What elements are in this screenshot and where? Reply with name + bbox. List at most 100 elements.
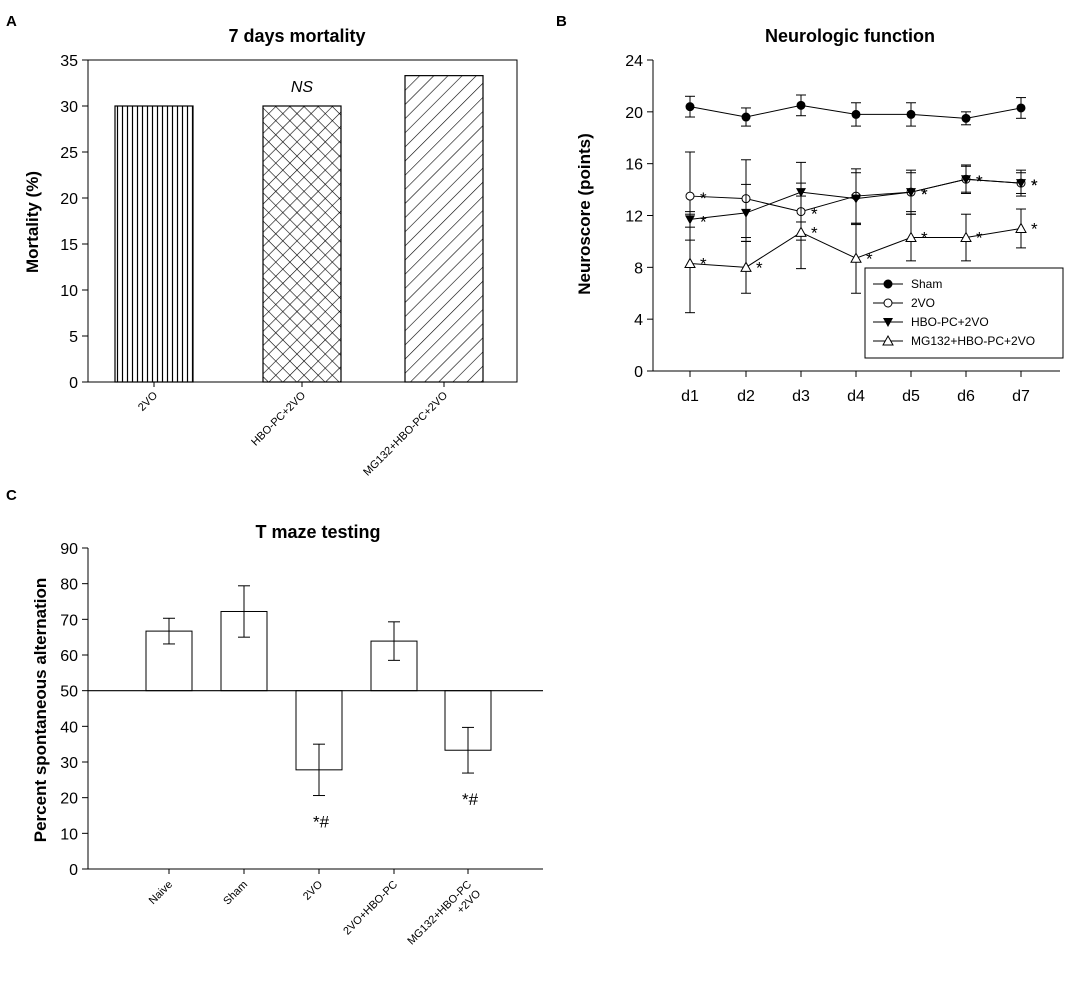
panel-b-y-tick-label: 8 xyxy=(634,260,643,277)
panel-c-y-tick-label: 20 xyxy=(60,791,78,808)
panel-b-legend: Sham 2VO HBO-PC+2VO MG132+HBO-PC+2VO xyxy=(864,267,1064,359)
panel-b-series-hbo-pc-2vo-point xyxy=(851,194,861,204)
panel-b-series-hbo-pc-2vo-point xyxy=(961,175,971,185)
panel-b-series-sham xyxy=(685,94,1026,127)
panel-b-y-tick-label: 0 xyxy=(634,364,643,381)
panel-c-y-tick-label: 90 xyxy=(60,541,78,558)
panel-b-series-2vo-significance-star: * xyxy=(700,189,707,208)
panel-b-series-sham-point xyxy=(741,112,751,122)
panel-b-series-mg132-hbo-pc-2vo-significance-star: * xyxy=(811,223,818,242)
panel-b-series-hbo-pc-2vo: *** * xyxy=(685,161,1038,242)
panel-b-series-mg132-hbo-pc-2vo-significance-star: * xyxy=(976,229,983,248)
panel-c-y-tick-label: 70 xyxy=(60,612,78,629)
panel-a-y-tick-label: 25 xyxy=(60,145,78,162)
panel-c-y-tick-label: 40 xyxy=(60,719,78,736)
panel-c-plot-area: 0 10 20 30 40 50 60 70 80 90 Naive Sham 2VO 2VO+HBO-P… xyxy=(60,541,543,956)
panel-c-y-axis-title: Percent spontaneous alternation xyxy=(31,578,50,843)
panel-b-series-mg132-hbo-pc-2vo-point xyxy=(1015,222,1027,233)
panel-b-legend-label: 2VO xyxy=(911,296,935,310)
panel-b-y-tick-label: 16 xyxy=(625,157,643,174)
panel-b-series-mg132-hbo-pc-2vo-point xyxy=(905,231,917,243)
panel-b-x-tick-label: d5 xyxy=(902,388,920,405)
panel-b-series-2vo: **** * xyxy=(685,151,1038,241)
panel-b-series-sham-point xyxy=(906,109,916,119)
panel-a-y-axis-title: Mortality (%) xyxy=(23,171,42,273)
panel-b-series-2vo-significance-star: * xyxy=(1031,176,1038,195)
panel-b-chart: B Neurologic function Neuroscore (points… xyxy=(556,13,1064,405)
panel-c-x-tick-label: MG132+HBO-PC+2VO xyxy=(405,878,483,956)
panel-b-x-tick-label: d7 xyxy=(1012,388,1030,405)
panel-a-bar-hbo-pc-2vo xyxy=(262,105,342,383)
panel-c-y-tick-label: 0 xyxy=(69,862,78,879)
panel-b-series-2vo-point xyxy=(685,191,695,201)
panel-a-title: 7 days mortality xyxy=(228,26,365,46)
panel-b-series-sham-point xyxy=(961,113,971,123)
panel-b-series-2vo-significance-star: * xyxy=(921,185,928,204)
panel-c-title: T maze testing xyxy=(255,522,380,542)
panel-b-series-mg132-hbo-pc-2vo-significance-star: * xyxy=(756,258,763,277)
panel-b-series-mg132-hbo-pc-2vo-point xyxy=(684,257,696,268)
panel-b-series-mg132-hbo-pc-2vo-significance-star: * xyxy=(921,229,928,248)
panel-a-y-tick-label: 20 xyxy=(60,191,78,208)
panel-a-y-tick-label: 35 xyxy=(60,53,78,70)
panel-c-y-tick-label: 30 xyxy=(60,755,78,772)
panel-b-legend-label: HBO-PC+2VO xyxy=(911,315,989,329)
panel-b-series-sham-point xyxy=(1016,103,1026,113)
panel-a-letter: A xyxy=(6,13,17,30)
panel-b-y-tick-label: 20 xyxy=(625,105,643,122)
panel-b-legend-label: Sham xyxy=(911,277,942,291)
panel-b-x-tick-label: d2 xyxy=(737,388,755,405)
panel-c-letter: C xyxy=(6,487,17,504)
panel-b-legend-marker-mg132-hbo-pc-2vo xyxy=(882,334,894,346)
panel-b-series-mg132-hbo-pc-2vo: * **** * * xyxy=(684,195,1038,314)
panel-a-y-tick-label: 15 xyxy=(60,237,78,254)
panel-b-y-tick-label: 24 xyxy=(625,53,643,70)
panel-b-series-hbo-pc-2vo-point xyxy=(741,208,751,218)
panel-b-series-hbo-pc-2vo-significance-star: * xyxy=(921,185,928,204)
panel-b-y-tick-label: 12 xyxy=(625,209,643,226)
panel-b-x-tick-label: d3 xyxy=(792,388,810,405)
panel-b-series-mg132-hbo-pc-2vo-significance-star: * xyxy=(866,249,873,268)
panel-c-x-tick-label: 2VO xyxy=(301,878,325,902)
panel-b-x-tick-label: d4 xyxy=(847,388,865,405)
panel-b-series-sham-point xyxy=(685,102,695,112)
panel-c-y-tick-label: 50 xyxy=(60,684,78,701)
panel-b-y-axis-title: Neuroscore (points) xyxy=(575,133,594,295)
panel-a-y-tick-label: 10 xyxy=(60,283,78,300)
panel-c-x-tick-label: Naive xyxy=(147,879,175,907)
panel-b-series-2vo-significance-star: * xyxy=(811,205,818,224)
panel-b-title: Neurologic function xyxy=(765,26,935,46)
panel-b-legend-marker-hbo-pc-2vo xyxy=(883,318,893,327)
panel-b-y-tick-label: 4 xyxy=(634,312,643,329)
panel-b-series-hbo-pc-2vo-significance-star: * xyxy=(976,172,983,191)
panel-b-series-2vo-significance-star: * xyxy=(976,172,983,191)
panel-b-legend-label: MG132+HBO-PC+2VO xyxy=(911,334,1035,348)
panel-c-y-tick-label: 60 xyxy=(60,648,78,665)
panel-b-legend-marker-sham xyxy=(883,279,893,289)
panel-c-y-tick-label: 10 xyxy=(60,826,78,843)
panel-a-x-tick-label: 2VO xyxy=(136,389,160,413)
panel-a-y-tick-label: 0 xyxy=(69,375,78,392)
panel-b-series-mg132-hbo-pc-2vo-point xyxy=(960,231,972,243)
panel-b-series-hbo-pc-2vo-significance-star: * xyxy=(1031,176,1038,195)
panel-a-plot-area: 0 5 10 15 20 25 30 35 2VO HBO-PC+2VO MG132+HBO-PC+… xyxy=(60,53,518,479)
panel-a-bar-2vo xyxy=(114,105,194,383)
panel-a-y-tick-label: 5 xyxy=(69,329,78,346)
panel-a-x-tick-label: HBO-PC+2VO xyxy=(249,389,308,448)
panel-c-chart: C T maze testing Percent spontaneous alt… xyxy=(6,487,543,956)
panel-a-chart: A 7 days mortality Mortality (%) 0 5 10 15 2… xyxy=(6,13,518,479)
panel-b-series-sham-point xyxy=(796,100,806,110)
panel-a-y-tick-label: 30 xyxy=(60,99,78,116)
panel-b-x-tick-label: d1 xyxy=(681,388,699,405)
panel-b-series-sham-point xyxy=(851,109,861,119)
panel-b-series-hbo-pc-2vo-point xyxy=(796,188,806,198)
panel-b-series-mg132-hbo-pc-2vo-significance-star: * xyxy=(700,254,707,273)
panel-c-x-tick-label: 2VO+HBO-PC xyxy=(341,879,400,938)
panel-c-annotation: *# xyxy=(462,790,479,809)
panel-b-series-mg132-hbo-pc-2vo-point xyxy=(740,261,752,272)
panel-c-x-tick-label: Sham xyxy=(221,879,250,908)
panel-a-annotation: NS xyxy=(291,79,314,96)
panel-b-series-hbo-pc-2vo-point xyxy=(906,188,916,198)
